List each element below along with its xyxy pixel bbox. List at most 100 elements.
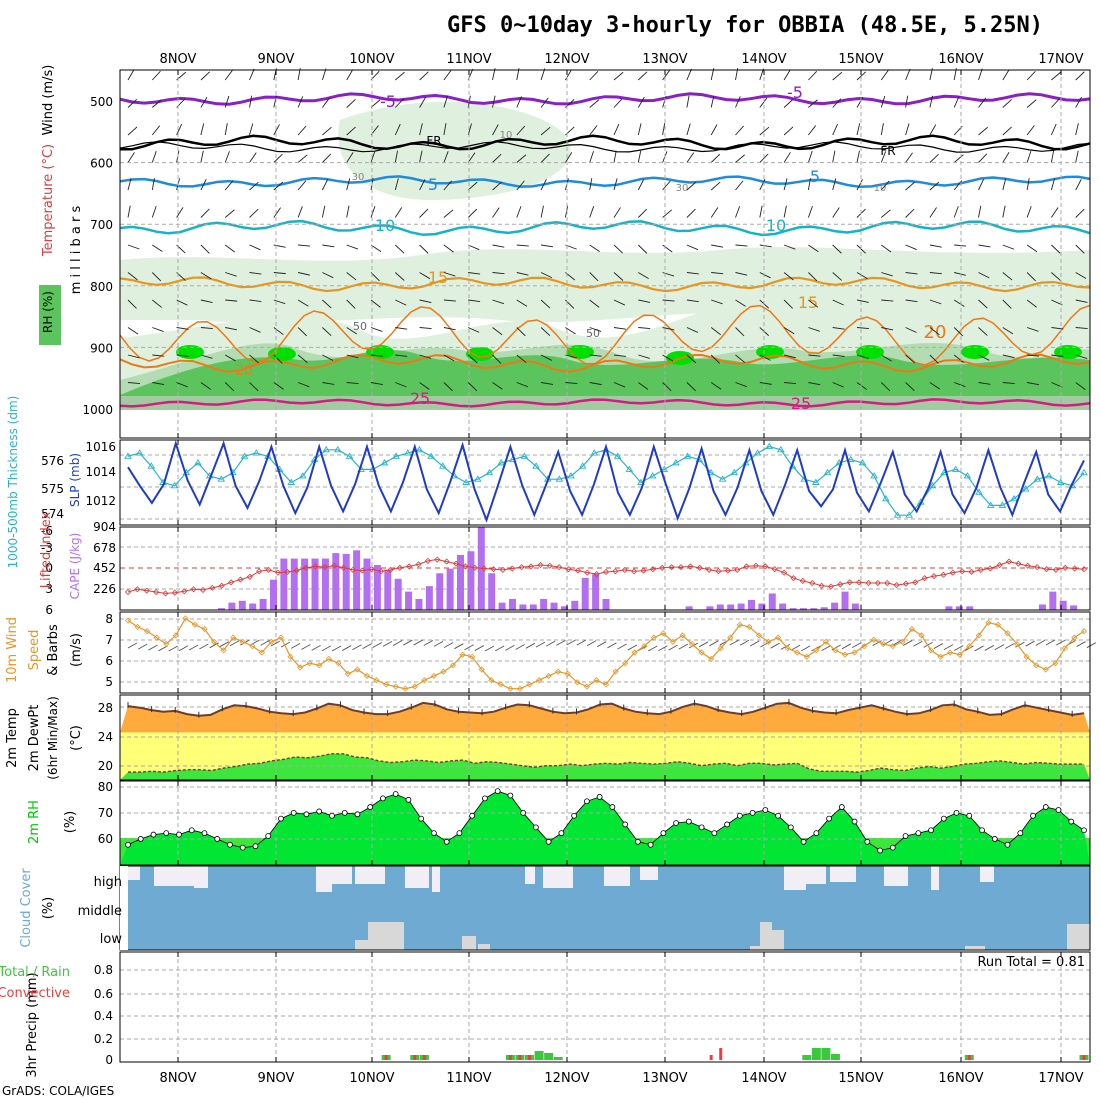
contour-label: 10 <box>500 130 513 141</box>
cape-bar <box>685 606 693 610</box>
wind-barb <box>686 299 699 303</box>
high-cloud-gap <box>525 866 535 884</box>
wind-barb <box>413 639 423 646</box>
cape-bar <box>488 573 496 610</box>
thickness-point <box>777 445 785 453</box>
wind-barb <box>783 69 791 81</box>
wind-barb <box>516 154 527 163</box>
lifted-index-point <box>1080 566 1088 573</box>
wind-barb <box>540 153 550 163</box>
wind-barb <box>800 645 811 652</box>
wind-barb <box>311 644 321 651</box>
wind-speed-point <box>583 683 590 690</box>
wind-barb <box>637 123 642 136</box>
high-cloud-gap <box>432 866 440 892</box>
cape-bar <box>405 591 413 610</box>
isotherm-line <box>119 353 1091 373</box>
rh2m-point <box>150 831 157 838</box>
thickness-point <box>753 449 762 456</box>
lifted-index-point <box>1015 560 1022 567</box>
wind-barb <box>638 327 651 330</box>
wind-barb <box>710 95 715 108</box>
cape-bar <box>498 602 506 610</box>
cape-bar <box>799 608 807 610</box>
lifted-index-point <box>706 566 713 573</box>
wind-barb <box>443 272 456 277</box>
cape-bar <box>810 608 818 610</box>
lifted-index-point <box>855 579 863 586</box>
wind-barb <box>346 382 359 384</box>
thickness-point <box>345 452 354 459</box>
wind-barb <box>735 327 745 337</box>
wind-barb <box>978 382 991 385</box>
wind-barb <box>382 640 393 647</box>
cape-bar <box>1059 600 1067 610</box>
wind-speed-point <box>937 653 944 660</box>
precip-convective-bar <box>413 1055 417 1060</box>
wind-barb <box>1035 640 1046 646</box>
wind-barb <box>1045 639 1056 646</box>
isotherm-line <box>119 276 1091 293</box>
wind-barb <box>127 98 138 108</box>
wind-barb <box>176 382 188 388</box>
date-label-bottom: 9NOV <box>258 1071 295 1086</box>
lifted-index-point <box>331 562 338 569</box>
cape-bar <box>290 558 298 610</box>
wind-barb <box>1075 327 1088 330</box>
wind-speed-point <box>191 621 198 628</box>
lifted-index-point <box>940 571 947 578</box>
wind-barb <box>929 181 940 191</box>
high-cloud-gap <box>980 866 994 882</box>
high-cloud-gap <box>355 866 385 884</box>
wind-speed-point <box>985 619 992 626</box>
lifted-index-point <box>153 588 160 596</box>
wind-barb <box>249 272 262 275</box>
wind-barb <box>881 209 891 218</box>
thickness-point <box>1010 494 1018 502</box>
rh-shade-saturated <box>961 345 989 359</box>
wind-speed-point <box>258 649 265 656</box>
wind-barb <box>905 152 913 163</box>
wind-barb <box>273 272 286 275</box>
wind-speed-point <box>717 645 724 652</box>
temp2m-panel: 28 24 20 2m Temp 2m DewPt (6hr Min/Max) (°C) <box>5 694 1091 781</box>
lifted-index-point <box>481 565 488 572</box>
wind-barb <box>808 272 818 282</box>
wind-barb <box>1075 244 1085 254</box>
wind-barb <box>341 645 352 651</box>
lifted-index-point <box>303 564 310 571</box>
dewpoint-fill <box>120 753 1090 780</box>
precip-total-bar <box>553 1057 563 1060</box>
wind-barb <box>322 354 334 361</box>
rh2m-point <box>991 836 998 842</box>
cape-bar <box>415 598 423 610</box>
wind-speed-point <box>411 683 418 690</box>
wind-barb <box>494 645 505 652</box>
wind-barb <box>468 244 480 251</box>
wind-barb <box>929 153 939 163</box>
wind-barb <box>370 354 383 357</box>
lifted-index-point <box>443 558 450 565</box>
wind-barb <box>929 124 937 136</box>
wind-barb <box>856 244 866 254</box>
pressure-tick-label: 1000 <box>82 403 113 417</box>
contour-label: 15 <box>798 293 818 312</box>
wind-speed-point <box>402 685 409 692</box>
wind-speed-point <box>124 617 132 624</box>
wind-barb <box>152 382 165 385</box>
wind-barb <box>433 640 444 647</box>
wind-barb <box>127 327 139 335</box>
cape-bar <box>259 598 267 610</box>
wind-barb <box>270 640 281 647</box>
rh2m-point <box>622 821 629 828</box>
wind-barb <box>1026 299 1037 308</box>
thickness-point <box>730 468 739 476</box>
wind-barb <box>710 153 721 163</box>
wind-barb <box>735 154 745 163</box>
thickness-point <box>334 445 342 453</box>
wind-barb <box>662 95 667 108</box>
wind-barb <box>613 299 626 306</box>
wind-barb <box>467 382 478 392</box>
thickness-point <box>415 445 424 453</box>
wind-speed-point <box>277 634 285 641</box>
